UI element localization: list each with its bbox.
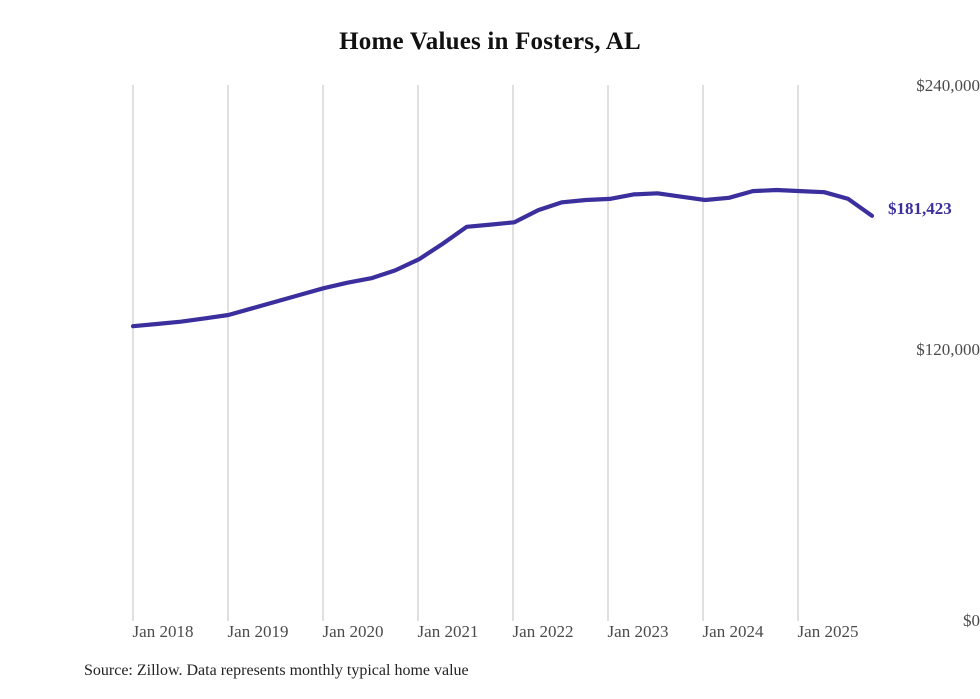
source-note: Source: Zillow. Data represents monthly … (84, 662, 469, 679)
x-tick-label-jan-2023: Jan 2023 (607, 622, 669, 641)
home-value-line (130, 187, 875, 329)
gridlines (132, 85, 799, 621)
x-tick-label-jan-2024: Jan 2024 (702, 622, 764, 641)
x-tick-label-jan-2021: Jan 2021 (417, 622, 479, 641)
x-tick-label-jan-2025: Jan 2025 (797, 622, 859, 641)
y-tick-label-1: $120,000 (916, 340, 980, 359)
x-tick-label-jan-2019: Jan 2019 (227, 622, 289, 641)
chart-title: Home Values in Fosters, AL (339, 28, 641, 55)
x-tick-label-jan-2022: Jan 2022 (512, 622, 574, 641)
y-tick-label-2: $240,000 (916, 76, 980, 95)
y-tick-label-0: $0 (963, 611, 980, 630)
x-tick-label-jan-2018: Jan 2018 (132, 622, 194, 641)
end-value-label: $181,423 (888, 199, 952, 218)
x-tick-label-jan-2020: Jan 2020 (322, 622, 384, 641)
